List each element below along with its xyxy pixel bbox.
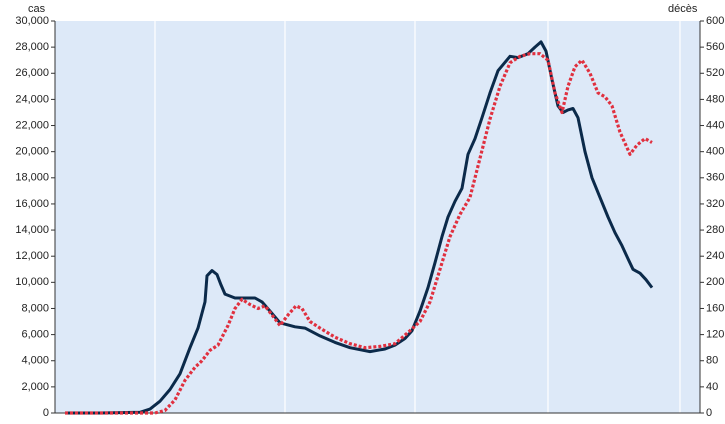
y-tick-label: 12,000 (15, 250, 49, 262)
y2-tick-label: 40 (706, 381, 718, 393)
y-tick-label: 26,000 (15, 67, 49, 79)
y-tick-label: 0 (43, 407, 49, 419)
y2-tick-label: 240 (706, 250, 724, 262)
y2-axis-label: décès (668, 3, 698, 15)
y2-tick-label: 440 (706, 119, 724, 131)
y-tick-label: 30,000 (15, 15, 49, 27)
y2-tick-label: 600 (706, 15, 724, 27)
y2-tick-label: 160 (706, 302, 724, 314)
y-tick-label: 8,000 (21, 302, 49, 314)
y2-tick-label: 560 (706, 41, 724, 53)
y-tick-label: 24,000 (15, 93, 49, 105)
y2-tick-label: 360 (706, 172, 724, 184)
y-tick-label: 28,000 (15, 41, 49, 53)
y2-tick-label: 120 (706, 329, 724, 341)
y-tick-label: 2,000 (21, 381, 49, 393)
y-tick-label: 10,000 (15, 276, 49, 288)
y-tick-label: 18,000 (15, 172, 49, 184)
y-tick-label: 20,000 (15, 146, 49, 158)
y2-tick-label: 0 (706, 407, 712, 419)
series-line (65, 52, 653, 415)
y2-tick-label: 320 (706, 198, 724, 210)
y2-tick-label: 80 (706, 355, 718, 367)
y-tick-label: 4,000 (21, 355, 49, 367)
y-tick-label: 14,000 (15, 224, 49, 236)
y2-tick-label: 280 (706, 224, 724, 236)
y-tick-label: 22,000 (15, 119, 49, 131)
y-tick-label: 6,000 (21, 329, 49, 341)
y2-tick-label: 200 (706, 276, 724, 288)
y2-tick-label: 480 (706, 93, 724, 105)
y-axis-label: cas (28, 3, 46, 15)
y2-tick-label: 400 (706, 146, 724, 158)
y2-tick-label: 520 (706, 67, 724, 79)
plot-background (55, 21, 700, 413)
y-tick-label: 16,000 (15, 198, 49, 210)
series-line (65, 40, 654, 415)
